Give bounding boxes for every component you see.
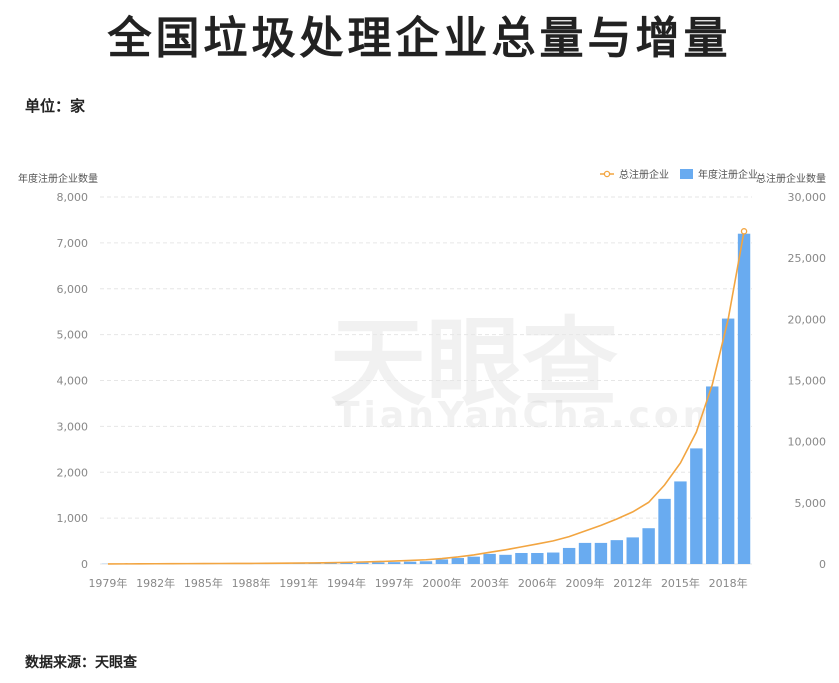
watermark-domain: TianYanCha.com (335, 395, 725, 436)
y-left-tick-label: 4,000 (57, 375, 89, 388)
legend-bar-swatch (680, 169, 693, 179)
x-tick-label: 1988年 (232, 576, 271, 590)
x-tick-label: 2006年 (518, 576, 557, 590)
line-point (740, 228, 748, 235)
bar (642, 528, 655, 564)
x-tick-label: 1985年 (184, 576, 223, 590)
x-tick-label: 1979年 (88, 576, 127, 590)
y-right-tick-label: 0 (819, 558, 826, 571)
bar (419, 561, 433, 564)
bar-series (101, 233, 751, 564)
y-left-tick-label: 3,000 (57, 420, 89, 433)
y-left-tick-label: 7,000 (57, 237, 89, 250)
dual-axis-chart: 年度注册企业数量 总注册企业数量 总注册企业 年度注册企业 8,000 7,000… (18, 168, 827, 590)
y-left-ticks: 8,000 7,000 6,000 5,000 4,000 3,000 2,000 1,000… (57, 191, 89, 571)
x-tick-label: 2012年 (613, 576, 652, 590)
y-left-tick-label: 5,000 (57, 329, 89, 342)
bar (547, 552, 560, 564)
bar (387, 562, 401, 564)
bar (610, 540, 624, 564)
bar (562, 547, 576, 564)
x-tick-label: 2018年 (709, 576, 748, 590)
line-series (107, 228, 748, 565)
y-left-axis-label: 年度注册企业数量 (18, 172, 98, 185)
y-right-ticks: 30,000 25,000 20,000 15,000 10,000 5,000 0 (788, 191, 827, 571)
y-left-tick-label: 0 (81, 558, 88, 571)
bar (658, 498, 671, 564)
watermark-brand: 天眼查 (330, 307, 618, 419)
x-tick-label: 2003年 (470, 576, 509, 590)
bar (451, 558, 465, 564)
bar (515, 552, 528, 564)
y-right-tick-label: 10,000 (788, 436, 827, 449)
x-tick-label: 2000年 (422, 576, 461, 590)
x-axis-ticks: 1979年 1982年 1985年 1988年 1991年 1994年 1997年 2000年… (88, 576, 747, 590)
bar (626, 537, 639, 564)
bar (499, 554, 512, 564)
x-tick-label: 2015年 (661, 576, 700, 590)
x-tick-label: 1994年 (327, 576, 366, 590)
bar (467, 556, 480, 564)
legend-line-marker (603, 170, 611, 178)
bar (690, 448, 703, 564)
legend-line-label: 总注册企业 (619, 168, 669, 181)
x-tick-label: 1991年 (279, 576, 318, 590)
bar (324, 563, 337, 564)
bar (721, 318, 735, 564)
bar (483, 553, 496, 564)
y-right-tick-label: 5,000 (795, 497, 827, 510)
bar (372, 562, 385, 564)
y-right-tick-label: 15,000 (788, 375, 827, 388)
y-left-tick-label: 6,000 (57, 283, 89, 296)
y-left-tick-label: 2,000 (57, 466, 89, 479)
grid-lines (100, 196, 752, 565)
x-tick-label: 1997年 (375, 576, 414, 590)
bar (578, 542, 592, 564)
y-right-tick-label: 25,000 (788, 252, 827, 265)
page-title: 全国垃圾处理企业总量与增量 (107, 13, 732, 64)
bar (531, 552, 544, 564)
y-right-tick-label: 20,000 (788, 313, 827, 326)
y-left-tick-label: 1,000 (57, 512, 89, 525)
bar (435, 559, 449, 564)
unit-label: 单位：家 (25, 97, 86, 115)
bar (340, 562, 353, 564)
source-label: 数据来源：天眼查 (25, 655, 137, 671)
bar (674, 481, 687, 564)
y-right-tick-label: 30,000 (788, 191, 827, 204)
bar (356, 562, 369, 564)
bar (706, 386, 719, 564)
bar (737, 233, 751, 564)
x-tick-label: 1982年 (136, 576, 175, 590)
bar (403, 561, 417, 564)
legend: 总注册企业 年度注册企业 (600, 168, 758, 181)
y-right-axis-label: 总注册企业数量 (756, 172, 826, 185)
bar (594, 542, 608, 564)
legend-bar-label: 年度注册企业 (698, 168, 758, 181)
y-left-tick-label: 8,000 (57, 191, 89, 204)
x-tick-label: 2009年 (566, 576, 605, 590)
line-path (107, 231, 745, 565)
